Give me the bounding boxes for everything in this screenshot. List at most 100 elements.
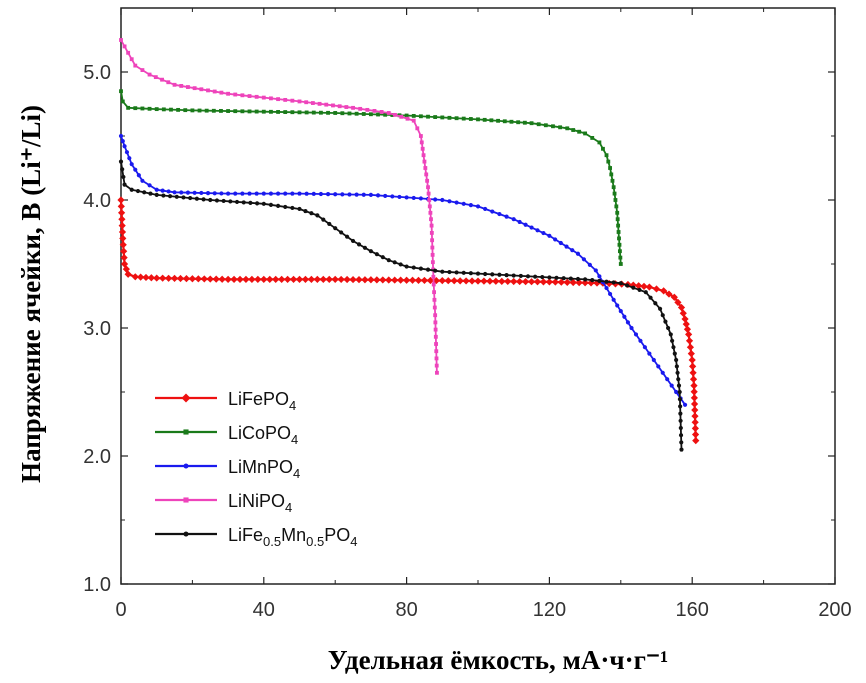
- data-point: [313, 275, 321, 283]
- data-point: [122, 182, 127, 187]
- data-point: [327, 221, 332, 226]
- data-point: [480, 277, 488, 285]
- data-point: [119, 38, 123, 42]
- data-point: [426, 185, 430, 190]
- data-point: [609, 172, 614, 177]
- data-point: [212, 89, 217, 94]
- data-point: [333, 111, 338, 115]
- data-point: [536, 122, 541, 127]
- data-point: [674, 357, 679, 363]
- data-point: [581, 279, 589, 287]
- data-point: [206, 275, 214, 283]
- data-point: [226, 109, 231, 113]
- data-point: [427, 198, 432, 202]
- data-point: [379, 276, 387, 284]
- data-point: [601, 146, 605, 151]
- data-point: [674, 298, 682, 306]
- data-point: [450, 277, 458, 285]
- series-limnpo4: [118, 133, 688, 407]
- y-axis: 1.0 2.0 3.0 4.0 5.0: [83, 62, 835, 596]
- data-point: [358, 106, 363, 111]
- data-point: [557, 278, 565, 286]
- data-point: [304, 110, 309, 115]
- data-point: [691, 418, 699, 426]
- data-point: [276, 97, 280, 102]
- data-point: [564, 244, 569, 249]
- data-point: [247, 191, 252, 196]
- data-point: [219, 90, 224, 95]
- data-point: [462, 277, 470, 285]
- data-point: [147, 274, 155, 282]
- data-point: [272, 275, 280, 283]
- data-point: [614, 204, 619, 209]
- data-point: [420, 276, 429, 285]
- data-point: [159, 274, 167, 282]
- data-point: [535, 228, 540, 233]
- data-point: [421, 153, 426, 158]
- data-point: [613, 198, 618, 202]
- data-point: [676, 383, 682, 388]
- data-point: [340, 111, 345, 116]
- data-point: [233, 109, 238, 114]
- data-point: [587, 262, 592, 267]
- data-point: [642, 345, 647, 350]
- data-point: [200, 275, 208, 283]
- data-point: [433, 334, 438, 339]
- data-point: [674, 364, 679, 369]
- data-point: [224, 275, 232, 283]
- data-point: [317, 101, 322, 106]
- data-point: [430, 245, 435, 250]
- data-point: [120, 254, 128, 262]
- data-point: [129, 57, 134, 62]
- data-point: [561, 276, 566, 281]
- data-point: [283, 97, 288, 102]
- data-point: [617, 236, 621, 241]
- series-line-limnpo4: [120, 135, 686, 406]
- data-point: [606, 159, 611, 164]
- data-point: [419, 140, 424, 145]
- x-axis-title: Удельная ёмкость, мА·ч·г⁻¹: [328, 645, 669, 675]
- data-point: [617, 249, 622, 254]
- data-point: [361, 276, 369, 284]
- data-point: [625, 320, 631, 325]
- data-point: [430, 252, 435, 257]
- data-point: [290, 191, 295, 196]
- series-life0-5mn0-5po4: [118, 159, 684, 452]
- data-point: [261, 191, 266, 196]
- data-point: [502, 119, 507, 124]
- data-point: [176, 274, 185, 283]
- data-point: [373, 276, 381, 284]
- data-point: [211, 108, 216, 113]
- data-point: [597, 274, 602, 279]
- data-point: [380, 255, 385, 260]
- data-point: [447, 115, 452, 120]
- legend: LiFePO4LiCoPO4LiMnPO4LiNiPO4LiFe0.5Mn0.5…: [155, 389, 357, 549]
- data-point: [197, 108, 202, 113]
- data-point: [248, 200, 253, 205]
- legend-label: LiFePO4: [228, 389, 296, 413]
- data-point: [482, 117, 487, 122]
- data-point: [318, 191, 324, 197]
- data-point: [651, 357, 656, 363]
- data-point: [461, 201, 466, 206]
- data-point: [283, 204, 288, 209]
- data-point: [212, 191, 217, 196]
- data-point: [577, 129, 582, 134]
- data-point: [511, 273, 516, 278]
- data-point: [126, 105, 131, 110]
- data-point: [689, 375, 698, 383]
- data-point: [391, 276, 399, 284]
- data-point: [297, 110, 302, 115]
- data-point: [426, 276, 434, 285]
- data-point: [140, 106, 145, 111]
- data-point: [681, 315, 689, 323]
- data-point: [687, 350, 695, 358]
- data-point: [433, 268, 438, 273]
- data-point: [615, 210, 620, 215]
- data-point: [354, 111, 359, 116]
- data-point: [194, 275, 202, 283]
- data-point: [383, 193, 388, 198]
- data-point: [456, 277, 464, 285]
- data-point: [678, 418, 683, 423]
- data-point: [325, 192, 331, 197]
